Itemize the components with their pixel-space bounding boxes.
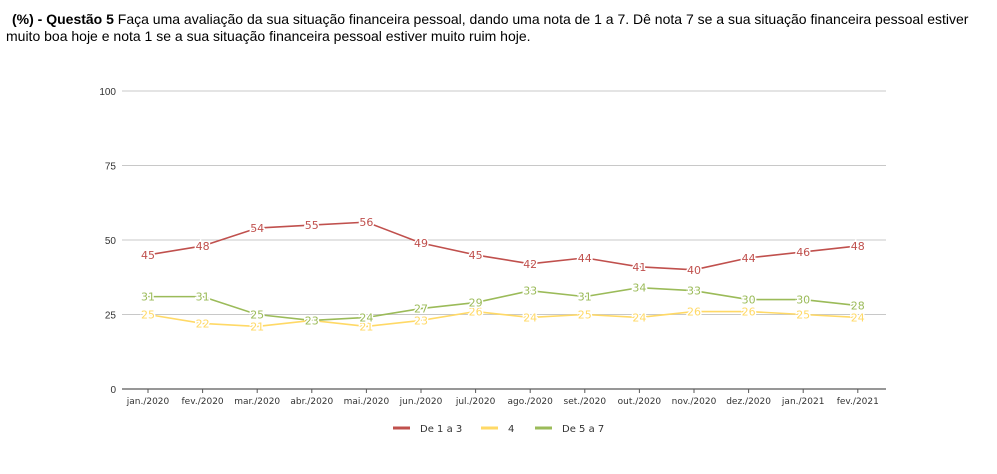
data-label: 27 — [414, 303, 428, 316]
x-axis-ticks: jan./2020 fev./2020 mar./2020 abr./2020 mai.… — [126, 389, 879, 407]
data-label: 24 — [851, 311, 865, 324]
data-label: 25 — [578, 309, 592, 322]
data-label: 22 — [196, 317, 210, 330]
data-label: 33 — [687, 285, 701, 298]
data-label: 28 — [851, 300, 865, 313]
y-axis-ticks: 0 25 50 75 100 — [99, 87, 116, 396]
data-label: 41 — [632, 261, 646, 274]
data-label: 55 — [305, 219, 319, 232]
x-tick-label: abr./2020 — [290, 397, 333, 407]
data-label: 45 — [469, 249, 483, 262]
data-labels: 45 48 54 55 56 49 45 42 44 41 40 44 46 48 25 22 21 23 21 23… — [140, 215, 867, 335]
data-label: 46 — [796, 246, 810, 259]
y-tick-label: 75 — [105, 162, 117, 173]
data-label: 34 — [632, 282, 646, 295]
question-text: Faça uma avaliação da sua situação finan… — [6, 11, 969, 44]
data-label: 31 — [141, 291, 155, 304]
data-label: 49 — [414, 237, 428, 250]
data-label: 21 — [250, 320, 264, 333]
legend-label: De 5 a 7 — [562, 424, 604, 435]
data-label: 54 — [250, 222, 264, 235]
x-tick-label: dez./2020 — [726, 397, 771, 407]
data-label: 40 — [687, 264, 701, 277]
data-label: 24 — [523, 311, 537, 324]
legend: De 1 a 3 4 De 5 a 7 — [393, 424, 604, 435]
question-prefix: (%) - Questão 5 — [12, 11, 114, 27]
data-label: 42 — [523, 258, 537, 271]
data-label: 23 — [414, 314, 428, 327]
x-tick-label: mai./2020 — [344, 397, 390, 407]
data-label: 29 — [469, 297, 483, 310]
x-tick-label: jun./2020 — [399, 397, 443, 407]
data-label: 45 — [141, 249, 155, 262]
grid-lines — [122, 90, 886, 390]
data-label: 48 — [851, 240, 865, 253]
x-tick-label: set./2020 — [564, 397, 607, 407]
x-tick-label: out./2020 — [618, 397, 662, 407]
legend-label: 4 — [508, 424, 514, 435]
data-label: 48 — [196, 240, 210, 253]
x-tick-label: ago./2020 — [508, 397, 554, 407]
data-label: 25 — [141, 309, 155, 322]
question-header: (%) - Questão 5 Faça uma avaliação da su… — [6, 11, 991, 45]
data-label: 30 — [796, 294, 810, 307]
y-tick-label: 50 — [105, 236, 117, 247]
series-line-3 — [148, 286, 858, 322]
y-tick-label: 100 — [99, 87, 116, 98]
data-label: 33 — [523, 285, 537, 298]
y-tick-label: 25 — [105, 311, 117, 322]
x-tick-label: mar./2020 — [234, 397, 280, 407]
data-label: 21 — [359, 320, 373, 333]
x-tick-label: fev./2021 — [837, 397, 879, 407]
data-label: 24 — [359, 311, 373, 324]
x-tick-label: fev./2020 — [182, 397, 224, 407]
data-label: 23 — [305, 314, 319, 327]
data-label: 31 — [578, 291, 592, 304]
data-label: 26 — [687, 306, 701, 319]
data-label: 25 — [796, 309, 810, 322]
data-label: 44 — [742, 252, 756, 265]
data-label: 26 — [469, 306, 483, 319]
x-tick-label: nov./2020 — [672, 397, 717, 407]
y-tick-label: 0 — [110, 385, 116, 396]
series-line-1 — [147, 221, 858, 271]
data-label: 44 — [578, 252, 592, 265]
data-label: 30 — [742, 294, 756, 307]
data-label: 26 — [742, 306, 756, 319]
data-label: 23 — [305, 314, 319, 327]
series-lines — [147, 221, 858, 328]
data-label: 25 — [250, 309, 264, 322]
x-tick-label: jul./2020 — [455, 397, 496, 407]
data-label: 56 — [359, 216, 373, 229]
data-label: 24 — [632, 311, 646, 324]
data-label: 31 — [196, 291, 210, 304]
x-tick-label: jan./2021 — [781, 397, 825, 407]
series-line-2 — [147, 310, 858, 328]
legend-label: De 1 a 3 — [420, 424, 462, 435]
x-tick-label: jan./2020 — [126, 397, 170, 407]
